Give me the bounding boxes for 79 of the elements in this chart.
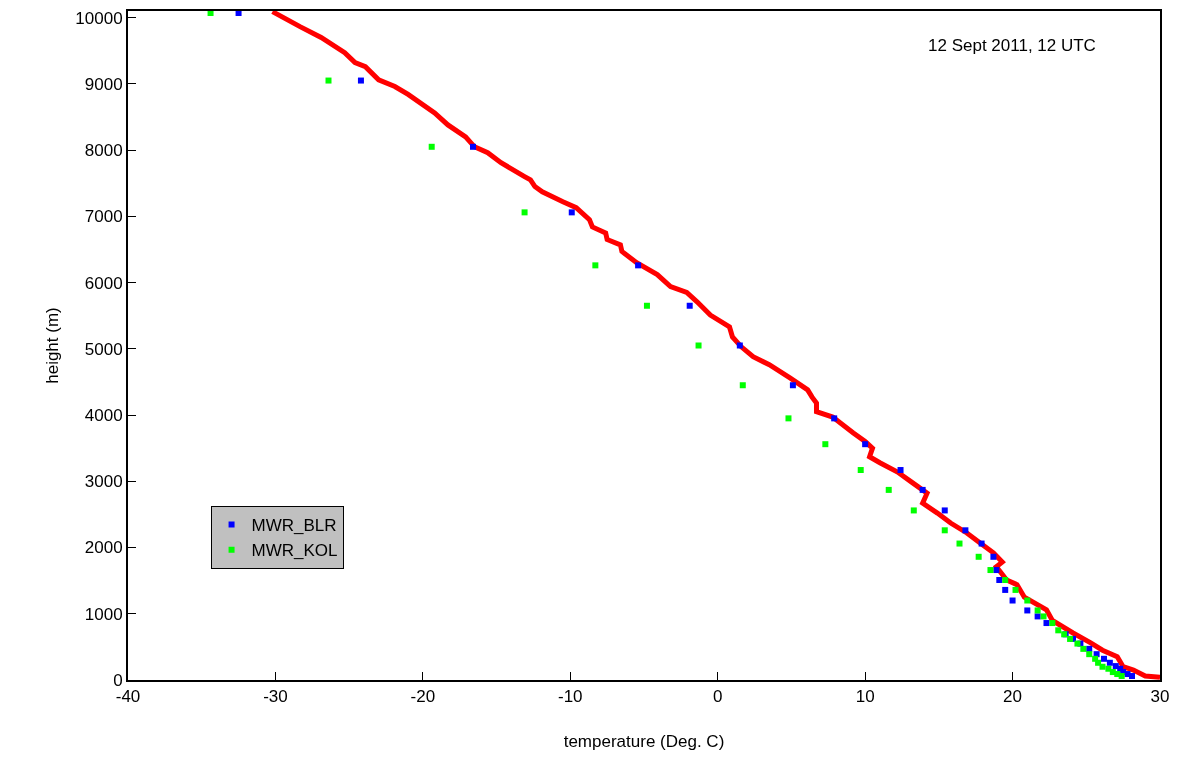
point [885,486,892,493]
point [1106,659,1113,666]
x-tick-label: 10 [855,687,875,707]
point [987,567,994,574]
point [1100,655,1107,662]
point [1086,651,1093,658]
y-tick-label: 1000 [84,604,123,624]
y-tick-label: 10000 [75,8,123,28]
x-tick-label: -40 [115,687,141,707]
y-tick-label: 5000 [84,339,123,359]
point [897,467,904,474]
point [996,576,1003,583]
x-tick-label: 20 [1003,687,1023,707]
point [919,486,926,493]
point [1002,576,1009,583]
point [1024,607,1031,614]
point [428,143,435,150]
point [990,553,997,560]
y-tick-label: 6000 [84,273,123,293]
point [831,415,838,422]
point [789,382,796,389]
point [739,382,746,389]
x-axis-title: temperature (Deg. C) [563,732,725,752]
point [592,262,599,269]
y-tick-label: 3000 [84,472,123,492]
point [993,567,1000,574]
point [1034,613,1041,620]
point [910,507,917,514]
point [1040,613,1047,620]
point [1049,620,1056,627]
point [962,527,969,534]
point [521,209,528,216]
point [207,11,214,16]
point [1128,673,1135,680]
point [956,540,963,547]
point [235,11,242,16]
y-tick-label: 2000 [84,538,123,558]
point [469,143,476,150]
point [357,77,364,84]
point [941,507,948,514]
point [1043,620,1050,627]
point [1080,645,1087,652]
point [975,553,982,560]
point [695,342,702,349]
y-tick-label: 0 [113,670,123,690]
point [941,527,948,534]
point [857,467,864,474]
legend-label: MWR_BLR [251,516,337,536]
point [325,77,332,84]
point [1118,673,1125,680]
point [1002,586,1009,593]
x-tick-label: 0 [712,687,723,707]
x-tick-label: -30 [263,687,288,707]
y-axis-title: height (m) [43,307,63,384]
x-tick-label: -10 [558,687,583,707]
point [643,302,650,309]
point [1034,607,1041,614]
point [1055,627,1062,634]
point [1009,597,1016,604]
point [686,302,693,309]
point [1024,597,1031,604]
y-tick-label: 4000 [84,406,123,425]
point [568,209,575,216]
point [978,540,985,547]
y-tick-label: 9000 [84,74,123,94]
point [1095,659,1102,666]
point [862,441,869,448]
y-tick-label: 8000 [84,141,123,161]
point [635,262,642,269]
point [1105,665,1112,672]
annotation: 12 Sept 2011, 12 UTC [928,36,1096,55]
point [822,441,829,448]
point [736,342,743,349]
point [785,415,792,422]
legend-label: MWR_KOL [251,541,338,561]
x-tick-label: -20 [410,687,436,707]
point [1012,586,1019,593]
x-tick-label: 30 [1150,687,1170,707]
y-tick-label: 7000 [84,207,123,227]
